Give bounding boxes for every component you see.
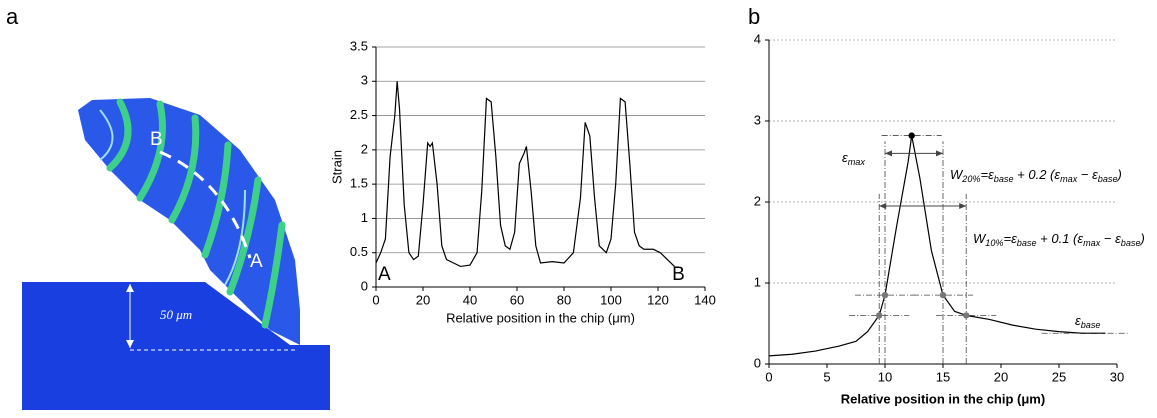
annotation-part: − ε [1100, 231, 1121, 246]
y-tick-label: 3.5 [350, 38, 368, 53]
annotation: W10%=εbase + 0.1 (εmax − εbase) [973, 231, 1145, 248]
x-tick-label: 100 [600, 292, 622, 307]
scale-label: 50 μm [160, 307, 192, 322]
arrow-head [936, 150, 943, 157]
line [768, 135, 1106, 357]
line [375, 81, 675, 268]
x-tick-label: 20 [416, 292, 430, 307]
y-tick-label: 1.5 [350, 176, 368, 191]
x-tick-label: 30 [1110, 369, 1124, 384]
marker [908, 132, 915, 139]
x-tick-label: 80 [557, 292, 571, 307]
annotation-part: base [1081, 320, 1101, 330]
arrow-head [959, 203, 967, 210]
y-axis-title: Strain [329, 150, 344, 184]
x-tick-label: 140 [694, 292, 716, 307]
annotation-part: base [1098, 174, 1118, 184]
annotation-part: ε [842, 150, 848, 165]
image-label: A [250, 251, 263, 272]
x-tick-label: 5 [823, 369, 830, 384]
marker [881, 291, 889, 299]
annotation-part: base [994, 174, 1014, 184]
x-tick-label: 0 [765, 369, 772, 384]
annotation-part: ) [1139, 231, 1145, 246]
annotation: εmax [842, 150, 865, 167]
x-tick-label: 15 [936, 369, 950, 384]
annotation: εbase [1075, 313, 1100, 330]
image-label: B [150, 129, 163, 150]
panel-label: a [6, 4, 19, 29]
y-tick-label: 2 [754, 193, 761, 208]
annotation: B [672, 264, 685, 285]
y-tick-label: 4 [754, 31, 761, 46]
x-tick-label: 20 [994, 369, 1008, 384]
annotation-part: 20% [961, 174, 980, 184]
marker [876, 312, 883, 319]
x-tick-label: 60 [510, 292, 524, 307]
annotation-part: 10% [985, 238, 1003, 248]
annotation-part: W [973, 231, 987, 246]
annotation-part: base [1017, 238, 1037, 248]
y-tick-label: 0.5 [350, 244, 368, 259]
annotation: A [378, 264, 391, 285]
simulation-image [22, 98, 330, 410]
x-tick-label: 40 [463, 292, 477, 307]
y-tick-label: 3 [754, 112, 761, 127]
annotation-part: base [1121, 238, 1141, 248]
annotation-part: =ε [980, 167, 994, 182]
annotation-part: − ε [1077, 167, 1098, 182]
annotation-part: max [848, 157, 866, 167]
annotation-part: =ε [1003, 231, 1017, 246]
annotation-part: max [1060, 174, 1078, 184]
y-tick-label: 2.5 [350, 107, 368, 122]
y-tick-label: 0 [754, 355, 761, 370]
x-axis-title: Relative position in the chip (μm) [446, 310, 635, 325]
x-tick-label: 120 [647, 292, 669, 307]
panel-label: b [748, 4, 760, 29]
annotation-part: max [1083, 238, 1101, 248]
y-tick-label: 2 [361, 141, 368, 156]
annotation-part: ε [1075, 313, 1081, 328]
annotation-part: W [950, 167, 964, 182]
x-tick-label: 10 [878, 369, 892, 384]
y-tick-label: 1 [361, 210, 368, 225]
y-tick-label: 0 [361, 278, 368, 293]
y-tick-label: 3 [361, 73, 368, 88]
annotation-part: + 0.2 (ε [1014, 167, 1061, 182]
marker [939, 291, 947, 299]
x-tick-label: 0 [372, 292, 379, 307]
annotation-part: + 0.1 (ε [1037, 231, 1084, 246]
x-axis-title: Relative position in the chip (μm) [841, 391, 1045, 406]
x-tick-label: 25 [1052, 369, 1066, 384]
arrow-head [879, 203, 887, 210]
annotation: W20%=εbase + 0.2 (εmax − εbase) [950, 167, 1122, 184]
y-tick-label: 1 [754, 274, 761, 289]
annotation-part: ) [1116, 167, 1122, 182]
arrow-head [885, 150, 892, 157]
marker [963, 312, 970, 319]
